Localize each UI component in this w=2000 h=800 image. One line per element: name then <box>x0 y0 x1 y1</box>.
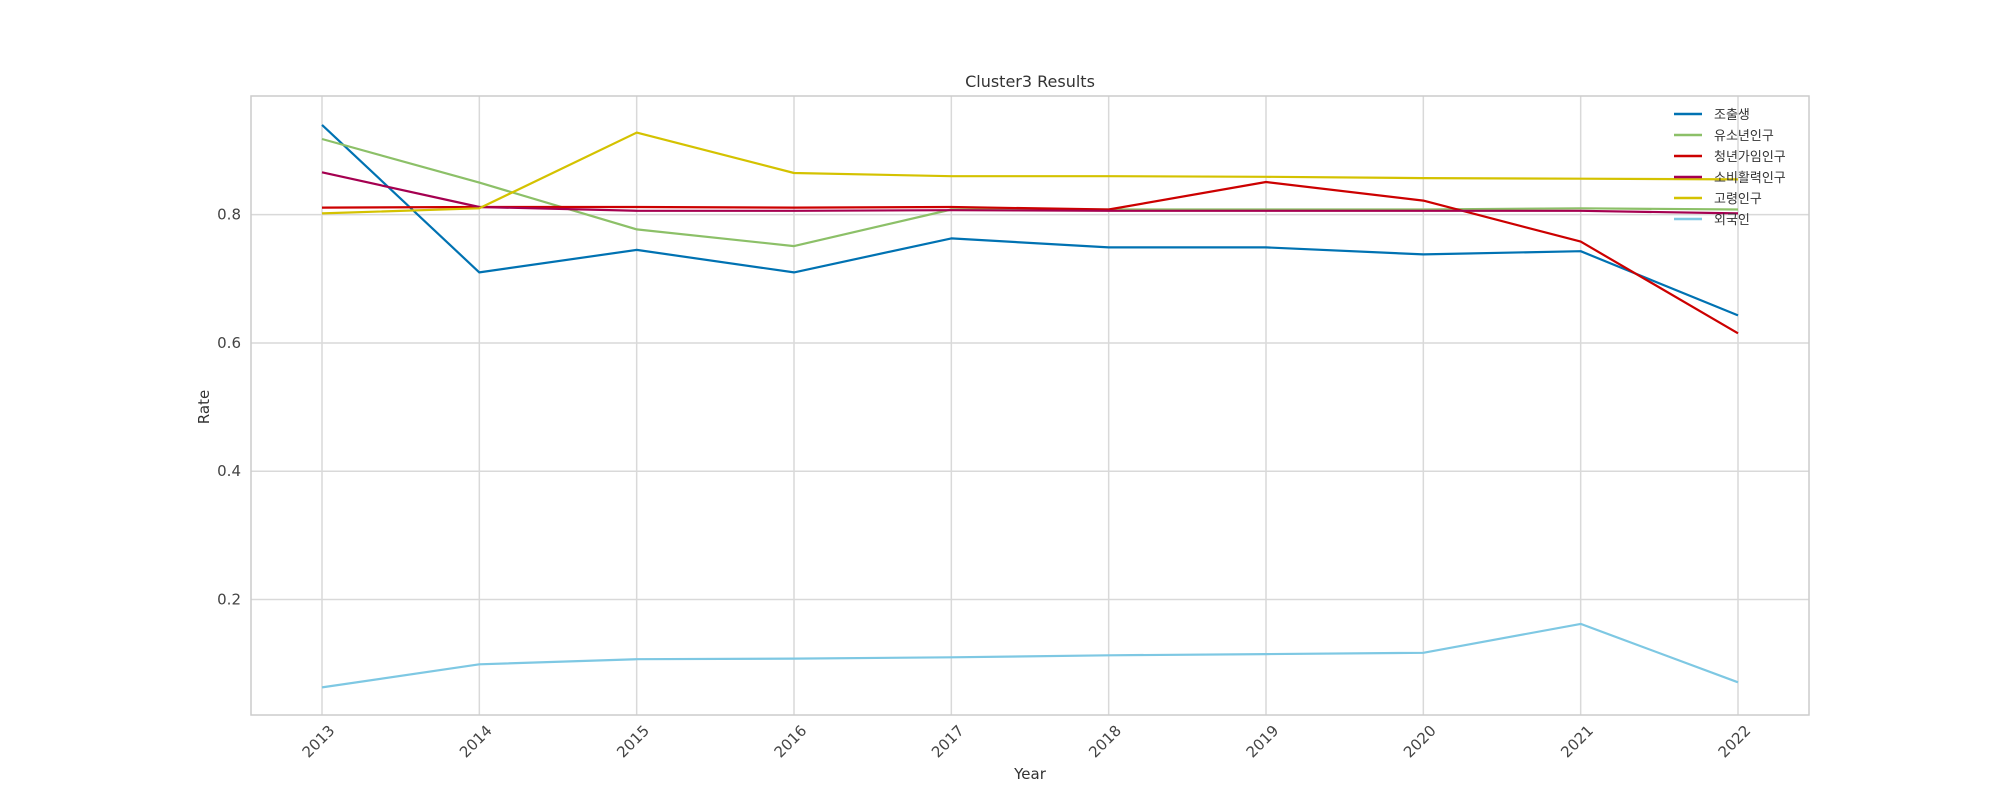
y-tick-label: 0.8 <box>217 206 241 224</box>
legend-label: 청년가임인구 <box>1714 150 1786 165</box>
legend-label: 고령인구 <box>1714 192 1762 207</box>
y-tick-labels: 0.2 0.4 0.6 0.8 <box>217 206 241 609</box>
grid <box>251 96 1809 715</box>
y-tick-label: 0.4 <box>217 462 241 480</box>
x-axis-label: Year <box>1013 765 1047 783</box>
series-line <box>321 124 1739 317</box>
legend-label: 외국인 <box>1714 213 1750 228</box>
series-line <box>321 171 1739 215</box>
y-tick-label: 0.2 <box>217 591 241 609</box>
y-axis-label: Rate <box>195 390 213 424</box>
legend-label: 유소년인구 <box>1714 129 1774 144</box>
series-line <box>321 131 1739 215</box>
legend-label: 소비활력인구 <box>1714 171 1786 186</box>
plot-frame <box>250 95 1810 716</box>
y-tick-label: 0.6 <box>217 334 241 352</box>
series-line <box>321 180 1739 335</box>
series-lines <box>321 124 1739 689</box>
series-line <box>321 622 1739 689</box>
legend-label: 조출생 <box>1714 108 1750 123</box>
chart-title: Cluster3 Results <box>965 72 1095 91</box>
